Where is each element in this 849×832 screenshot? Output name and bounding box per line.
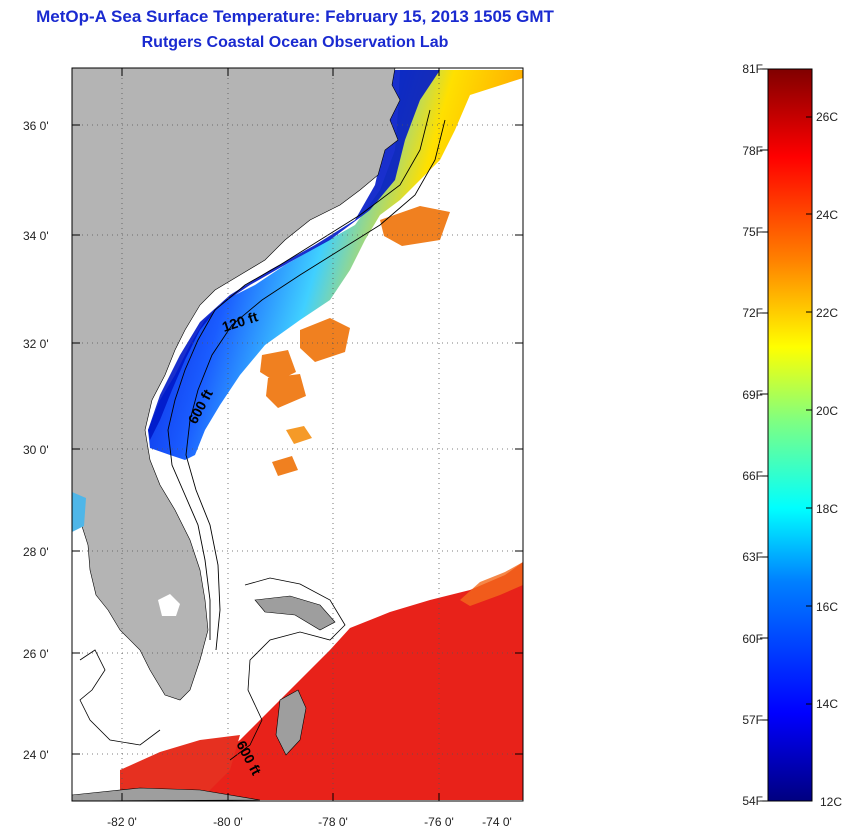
land-bahamas-andros (275, 689, 307, 756)
sst-patch-4 (286, 426, 312, 444)
colorbar-c-24: 24C (816, 208, 838, 222)
lat-label-28: 28 0' (23, 545, 49, 559)
lat-label-34: 34 0' (23, 229, 49, 243)
colorbar-f-75: 75F (742, 225, 763, 239)
land-gulf-west (72, 492, 86, 532)
colorbar-f-54: 54F (742, 794, 763, 808)
sst-patch-3 (266, 374, 306, 408)
colorbar-c-12: 12C (820, 795, 842, 809)
land-cuba (72, 787, 261, 801)
land-florida-lake (158, 594, 180, 616)
map-subtitle: Rutgers Coastal Ocean Observation Lab (141, 34, 449, 51)
colorbar-c-26: 26C (816, 110, 838, 124)
contour-600ft (185, 119, 446, 651)
lat-label-36: 36 0' (23, 119, 49, 133)
colorbar-f-60: 60F (742, 632, 763, 646)
colorbar: 81F 78F 75F 72F 69F 66F 63F 60F 57F 54F … (742, 62, 842, 809)
sst-warm-region-south-orange (460, 562, 523, 606)
sst-shelf-water (148, 70, 523, 460)
colorbar-gradient (767, 68, 813, 802)
map-tick-marks (72, 68, 523, 801)
contour-120ft (167, 109, 431, 640)
colorbar-f-66: 66F (742, 469, 763, 483)
land-bahamas-north (254, 595, 336, 631)
sst-warm-region-west (120, 735, 240, 800)
lon-label-80: -80 0' (213, 815, 243, 829)
lon-label-82: -82 0' (107, 815, 137, 829)
sst-warm-region-south (180, 562, 523, 800)
lat-label-32: 32 0' (23, 337, 49, 351)
sst-patch-5 (272, 456, 298, 476)
map-frame (71, 67, 524, 802)
lat-label-26: 26 0' (23, 647, 49, 661)
lat-label-24: 24 0' (23, 748, 49, 762)
colorbar-c-18: 18C (816, 502, 838, 516)
lon-label-78: -78 0' (318, 815, 348, 829)
colorbar-f-69: 69F (742, 388, 763, 402)
sst-patch-6 (380, 206, 450, 246)
colorbar-f-57: 57F (742, 713, 763, 727)
sst-patch-1 (300, 318, 350, 362)
colorbar-c-22: 22C (816, 306, 838, 320)
map-panel: 120 ft 600 ft 600 ft (72, 68, 523, 801)
lat-label-30: 30 0' (23, 443, 49, 457)
colorbar-f-72: 72F (742, 306, 763, 320)
map-title: MetOp-A Sea Surface Temperature: Februar… (36, 7, 554, 26)
lon-label-76: -76 0' (424, 815, 454, 829)
sst-shelf-cold (148, 70, 440, 440)
contour-bahamas (229, 577, 346, 761)
lon-label-74: -74 0' (482, 815, 512, 829)
colorbar-f-63: 63F (742, 550, 763, 564)
colorbar-f-78: 78F (742, 144, 763, 158)
colorbar-c-14: 14C (816, 697, 838, 711)
colorbar-c-16: 16C (816, 600, 838, 614)
sst-patch-2 (260, 350, 296, 382)
graticule (72, 68, 523, 801)
land-us-east-coast (72, 68, 401, 701)
contour-florida-west (79, 649, 161, 746)
colorbar-f-81: 81F (742, 62, 763, 76)
colorbar-c-20: 20C (816, 404, 838, 418)
